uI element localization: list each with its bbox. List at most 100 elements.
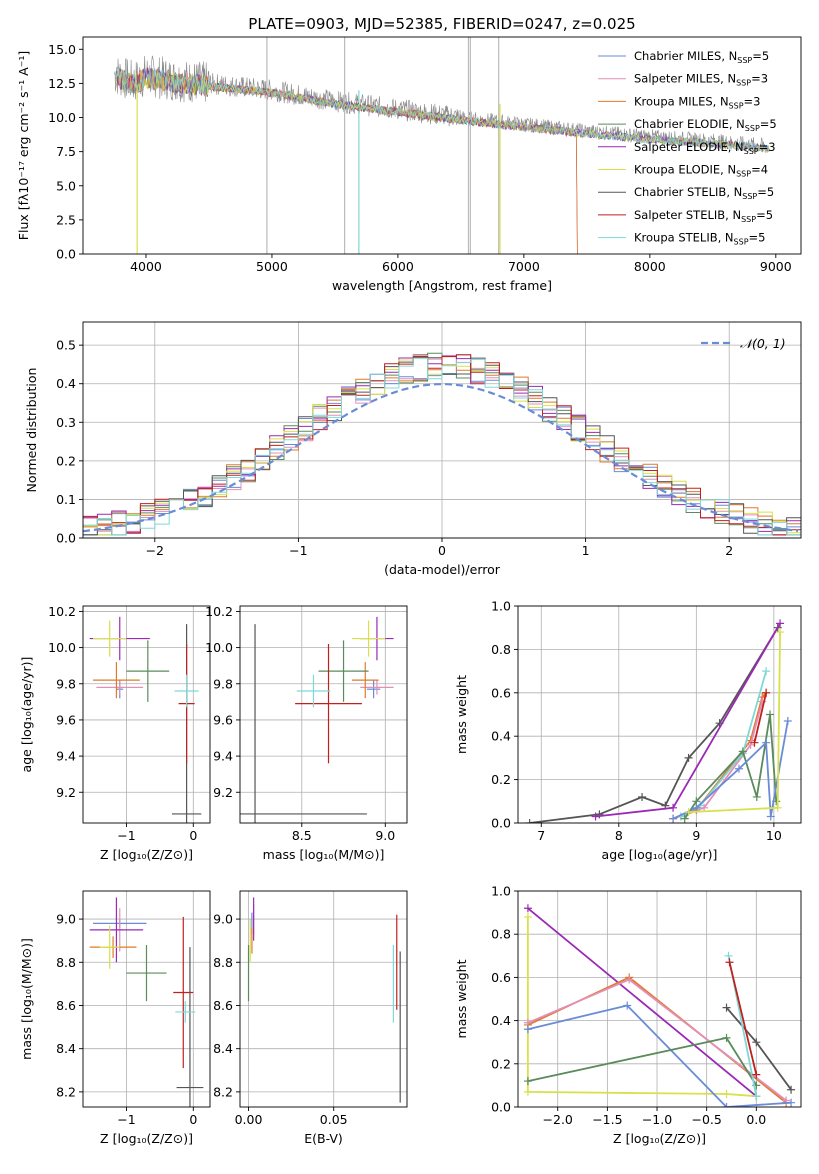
- weight-marker: [787, 1085, 796, 1094]
- y-axis-label: Normed distribution: [24, 368, 39, 493]
- y-tick-label: 8.2: [213, 1084, 233, 1099]
- weight-marker: [776, 628, 785, 637]
- panel-1: 4000 5000 6000 7000 8000 9000 0.0 2.5 5.0 7.5 10.0…: [16, 36, 802, 293]
- y-tick-label: 0.3: [56, 415, 76, 430]
- x-tick-label: 1: [582, 543, 590, 558]
- y-tick-label: 0.1: [56, 492, 76, 507]
- plot-area: [114, 37, 770, 254]
- x-axis-label: mass [log₁₀(M/M⊙)]: [263, 847, 385, 862]
- weight-marker: [752, 1038, 761, 1047]
- grid-lines: [240, 606, 407, 823]
- x-axis-label: Z [log₁₀(Z/Z⊙)]: [100, 847, 193, 862]
- y-tick-label: 0.2: [491, 772, 511, 787]
- legend-entry: Salpeter MILES, NSSP=3: [634, 72, 768, 88]
- x-tick-label: −2.0: [543, 1112, 573, 1127]
- y-tick-label: 9.2: [56, 785, 76, 800]
- legend-text: Kroupa STELIB, N: [634, 231, 734, 245]
- weight-marker: [625, 975, 634, 984]
- x-tick-label: −1: [117, 828, 135, 843]
- x-tick-label: 5000: [256, 259, 288, 274]
- legend-entry: Kroupa ELODIE, NSSP=4: [634, 163, 768, 179]
- weight-line-darkgray: [725, 1007, 792, 1091]
- x-tick-label: 9: [692, 828, 700, 843]
- x-tick-label: −1: [289, 543, 307, 558]
- legend-count: =5: [760, 117, 777, 131]
- legend-subscript: SSP: [736, 79, 751, 88]
- y-tick-label: 0.2: [56, 453, 76, 468]
- weight-marker: [722, 1103, 731, 1107]
- y-axis-label: mass [log₁₀(M/M⊙)]: [19, 938, 34, 1060]
- y-tick-label: 0.0: [56, 247, 76, 262]
- y-axis-label: mass weight: [454, 675, 469, 754]
- weight-line-green: [683, 714, 778, 820]
- panel-7: 0.00 0.05 8.2 8.4 8.6 8.8 9.0 E(B-V): [213, 890, 408, 1146]
- weight-marker: [752, 1070, 761, 1079]
- errorbar-green: [318, 640, 369, 702]
- weight-marker: [523, 1077, 532, 1086]
- axes-frame: [517, 890, 802, 1108]
- errorbar-cyan: [296, 674, 331, 708]
- errorbar-yellowgreen: [351, 620, 386, 657]
- legend-count: =5: [749, 231, 766, 245]
- weight-marker: [738, 747, 747, 756]
- legend-text: Salpeter ELODIE, N: [634, 140, 744, 154]
- legend-subscript: SSP: [729, 101, 744, 110]
- y-tick-label: 10.0: [48, 110, 76, 125]
- x-tick-label: 8000: [634, 259, 666, 274]
- plot-area: [525, 619, 792, 823]
- grid-lines: [240, 891, 407, 1107]
- y-tick-label: 9.0: [213, 912, 233, 927]
- weight-marker: [525, 819, 534, 823]
- weight-marker: [762, 688, 771, 697]
- legend-subscript: SSP: [742, 192, 757, 201]
- x-axis-label: E(B-V): [304, 1131, 343, 1146]
- y-tick-label: 0.0: [56, 531, 76, 546]
- y-tick-label: 8.6: [213, 998, 233, 1013]
- errorbar-purple: [89, 897, 144, 963]
- errorbar-yellowgreen: [99, 925, 120, 969]
- axes: 8.5 9.0 9.2 9.4 9.6 9.8 10.0 10.2 mass [log₁₀(M/…: [205, 604, 408, 862]
- weight-marker: [523, 904, 532, 913]
- weight-line-yellowgreen: [527, 916, 757, 1098]
- legend-count: =3: [744, 94, 761, 108]
- weight-marker: [776, 619, 785, 628]
- y-tick-label: 0.0: [491, 816, 511, 831]
- x-tick-label: 10: [766, 828, 782, 843]
- panel-2: −2 −1 0 1 2 0.0 0.1 0.2 0.3 0.4 0.5 (data-model)/er…: [24, 321, 802, 577]
- x-tick-label: −2: [146, 543, 164, 558]
- plot-area: [247, 897, 401, 1103]
- axes: 0.00 0.05 8.2 8.4 8.6 8.8 9.0 E(B-V): [213, 890, 408, 1146]
- weight-marker: [734, 764, 743, 773]
- y-tick-label: 8.4: [213, 1041, 233, 1056]
- axes-frame: [82, 36, 802, 255]
- errorbar-cyan: [174, 674, 199, 708]
- legend-entry: Chabrier MILES, NSSP=5: [634, 49, 769, 65]
- y-tick-label: 5.0: [56, 178, 76, 193]
- x-axis-label: Z [log₁₀(Z/Z⊙)]: [613, 1131, 706, 1146]
- weight-marker: [692, 803, 701, 812]
- legend-subscript: SSP: [736, 170, 751, 179]
- axes-frame: [82, 605, 211, 824]
- legend-count: =4: [751, 163, 768, 177]
- legend-entry: Salpeter STELIB, NSSP=5: [634, 208, 773, 224]
- y-tick-label: 9.8: [213, 676, 233, 691]
- weight-marker: [724, 951, 733, 960]
- x-tick-label: 6000: [382, 259, 414, 274]
- errorbar-darkgray: [240, 624, 367, 823]
- legend: Chabrier MILES, NSSP=5 Salpeter MILES, NS…: [598, 49, 777, 247]
- y-tick-label: 8.8: [56, 955, 76, 970]
- plot-area: [240, 616, 394, 823]
- x-tick-label: 0: [189, 1112, 197, 1127]
- x-tick-label: 8.5: [292, 828, 312, 843]
- legend-entry: Chabrier ELODIE, NSSP=5: [634, 117, 777, 133]
- y-tick-label: 10.0: [205, 640, 233, 655]
- weight-marker: [722, 1090, 731, 1099]
- x-tick-label: −1: [117, 1112, 135, 1127]
- weight-line-darkgray: [529, 627, 779, 823]
- weight-marker: [684, 808, 693, 817]
- x-tick-label: −1.0: [642, 1112, 672, 1127]
- axes: 4000 5000 6000 7000 8000 9000 0.0 2.5 5.0 7.5 10.0…: [16, 36, 802, 293]
- y-tick-label: 8.4: [56, 1041, 76, 1056]
- legend-text: Chabrier ELODIE, N: [634, 117, 745, 131]
- weight-marker: [783, 717, 792, 726]
